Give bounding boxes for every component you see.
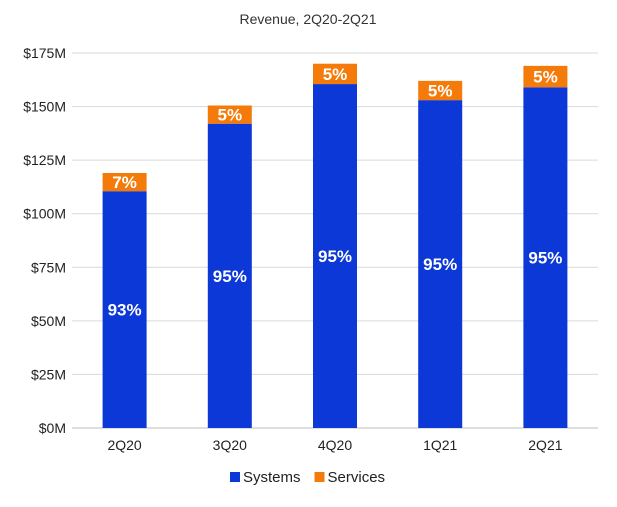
chart-title: Revenue, 2Q20-2Q21	[240, 11, 377, 27]
x-tick-label: 4Q20	[318, 437, 352, 453]
data-label-services-2q20: 7%	[112, 173, 137, 192]
legend: Systems Services	[230, 469, 385, 486]
bar-systems-3q20	[207, 123, 252, 428]
y-tick-label: $0M	[39, 420, 66, 436]
x-tick-label: 1Q21	[423, 437, 457, 453]
bar-systems-4q20	[313, 84, 357, 429]
bar-services-2q21	[523, 65, 568, 88]
y-tick-label: $175M	[23, 45, 66, 61]
x-tick-label: 2Q20	[107, 437, 141, 453]
data-label-services-1q21: 5%	[428, 82, 453, 101]
bar-services-1q21	[418, 80, 463, 101]
data-label-systems-3q20: 95%	[213, 267, 247, 286]
data-label-systems-1q21: 95%	[423, 255, 457, 274]
y-tick-label: $75M	[31, 259, 66, 275]
bar-systems-1q21	[418, 100, 463, 429]
bar-systems-2q20	[102, 191, 147, 428]
bar-services-2q20	[102, 173, 147, 192]
bar-systems-2q21	[523, 87, 568, 429]
y-tick-label: $125M	[23, 152, 66, 168]
bars: 93% 7% 95% 5% 95% 5% 95% 5% 95% 5%	[102, 63, 568, 429]
bar-services-4q20	[313, 63, 357, 85]
legend-swatch-systems	[230, 472, 240, 482]
y-axis: $0M $25M $50M $75M $100M $125M $150M $175M	[23, 45, 66, 436]
data-label-services-3q20: 5%	[218, 106, 243, 125]
legend-label-services: Services	[328, 469, 386, 486]
data-label-services-4q20: 5%	[323, 65, 348, 84]
y-tick-label: $50M	[31, 313, 66, 329]
data-label-services-2q21: 5%	[533, 68, 558, 87]
bar-services-3q20	[207, 105, 252, 124]
data-label-systems-4q20: 95%	[318, 247, 352, 266]
y-tick-label: $100M	[23, 206, 66, 222]
data-label-systems-2q20: 93%	[108, 301, 142, 320]
x-tick-label: 3Q20	[213, 437, 247, 453]
legend-swatch-services	[314, 472, 325, 482]
legend-label-systems: Systems	[243, 469, 301, 486]
y-tick-label: $150M	[23, 99, 66, 115]
x-axis: 2Q20 3Q20 4Q20 1Q21 2Q21	[107, 437, 562, 453]
y-tick-label: $25M	[31, 366, 66, 382]
data-label-systems-2q21: 95%	[528, 249, 562, 268]
x-tick-label: 2Q21	[528, 437, 562, 453]
